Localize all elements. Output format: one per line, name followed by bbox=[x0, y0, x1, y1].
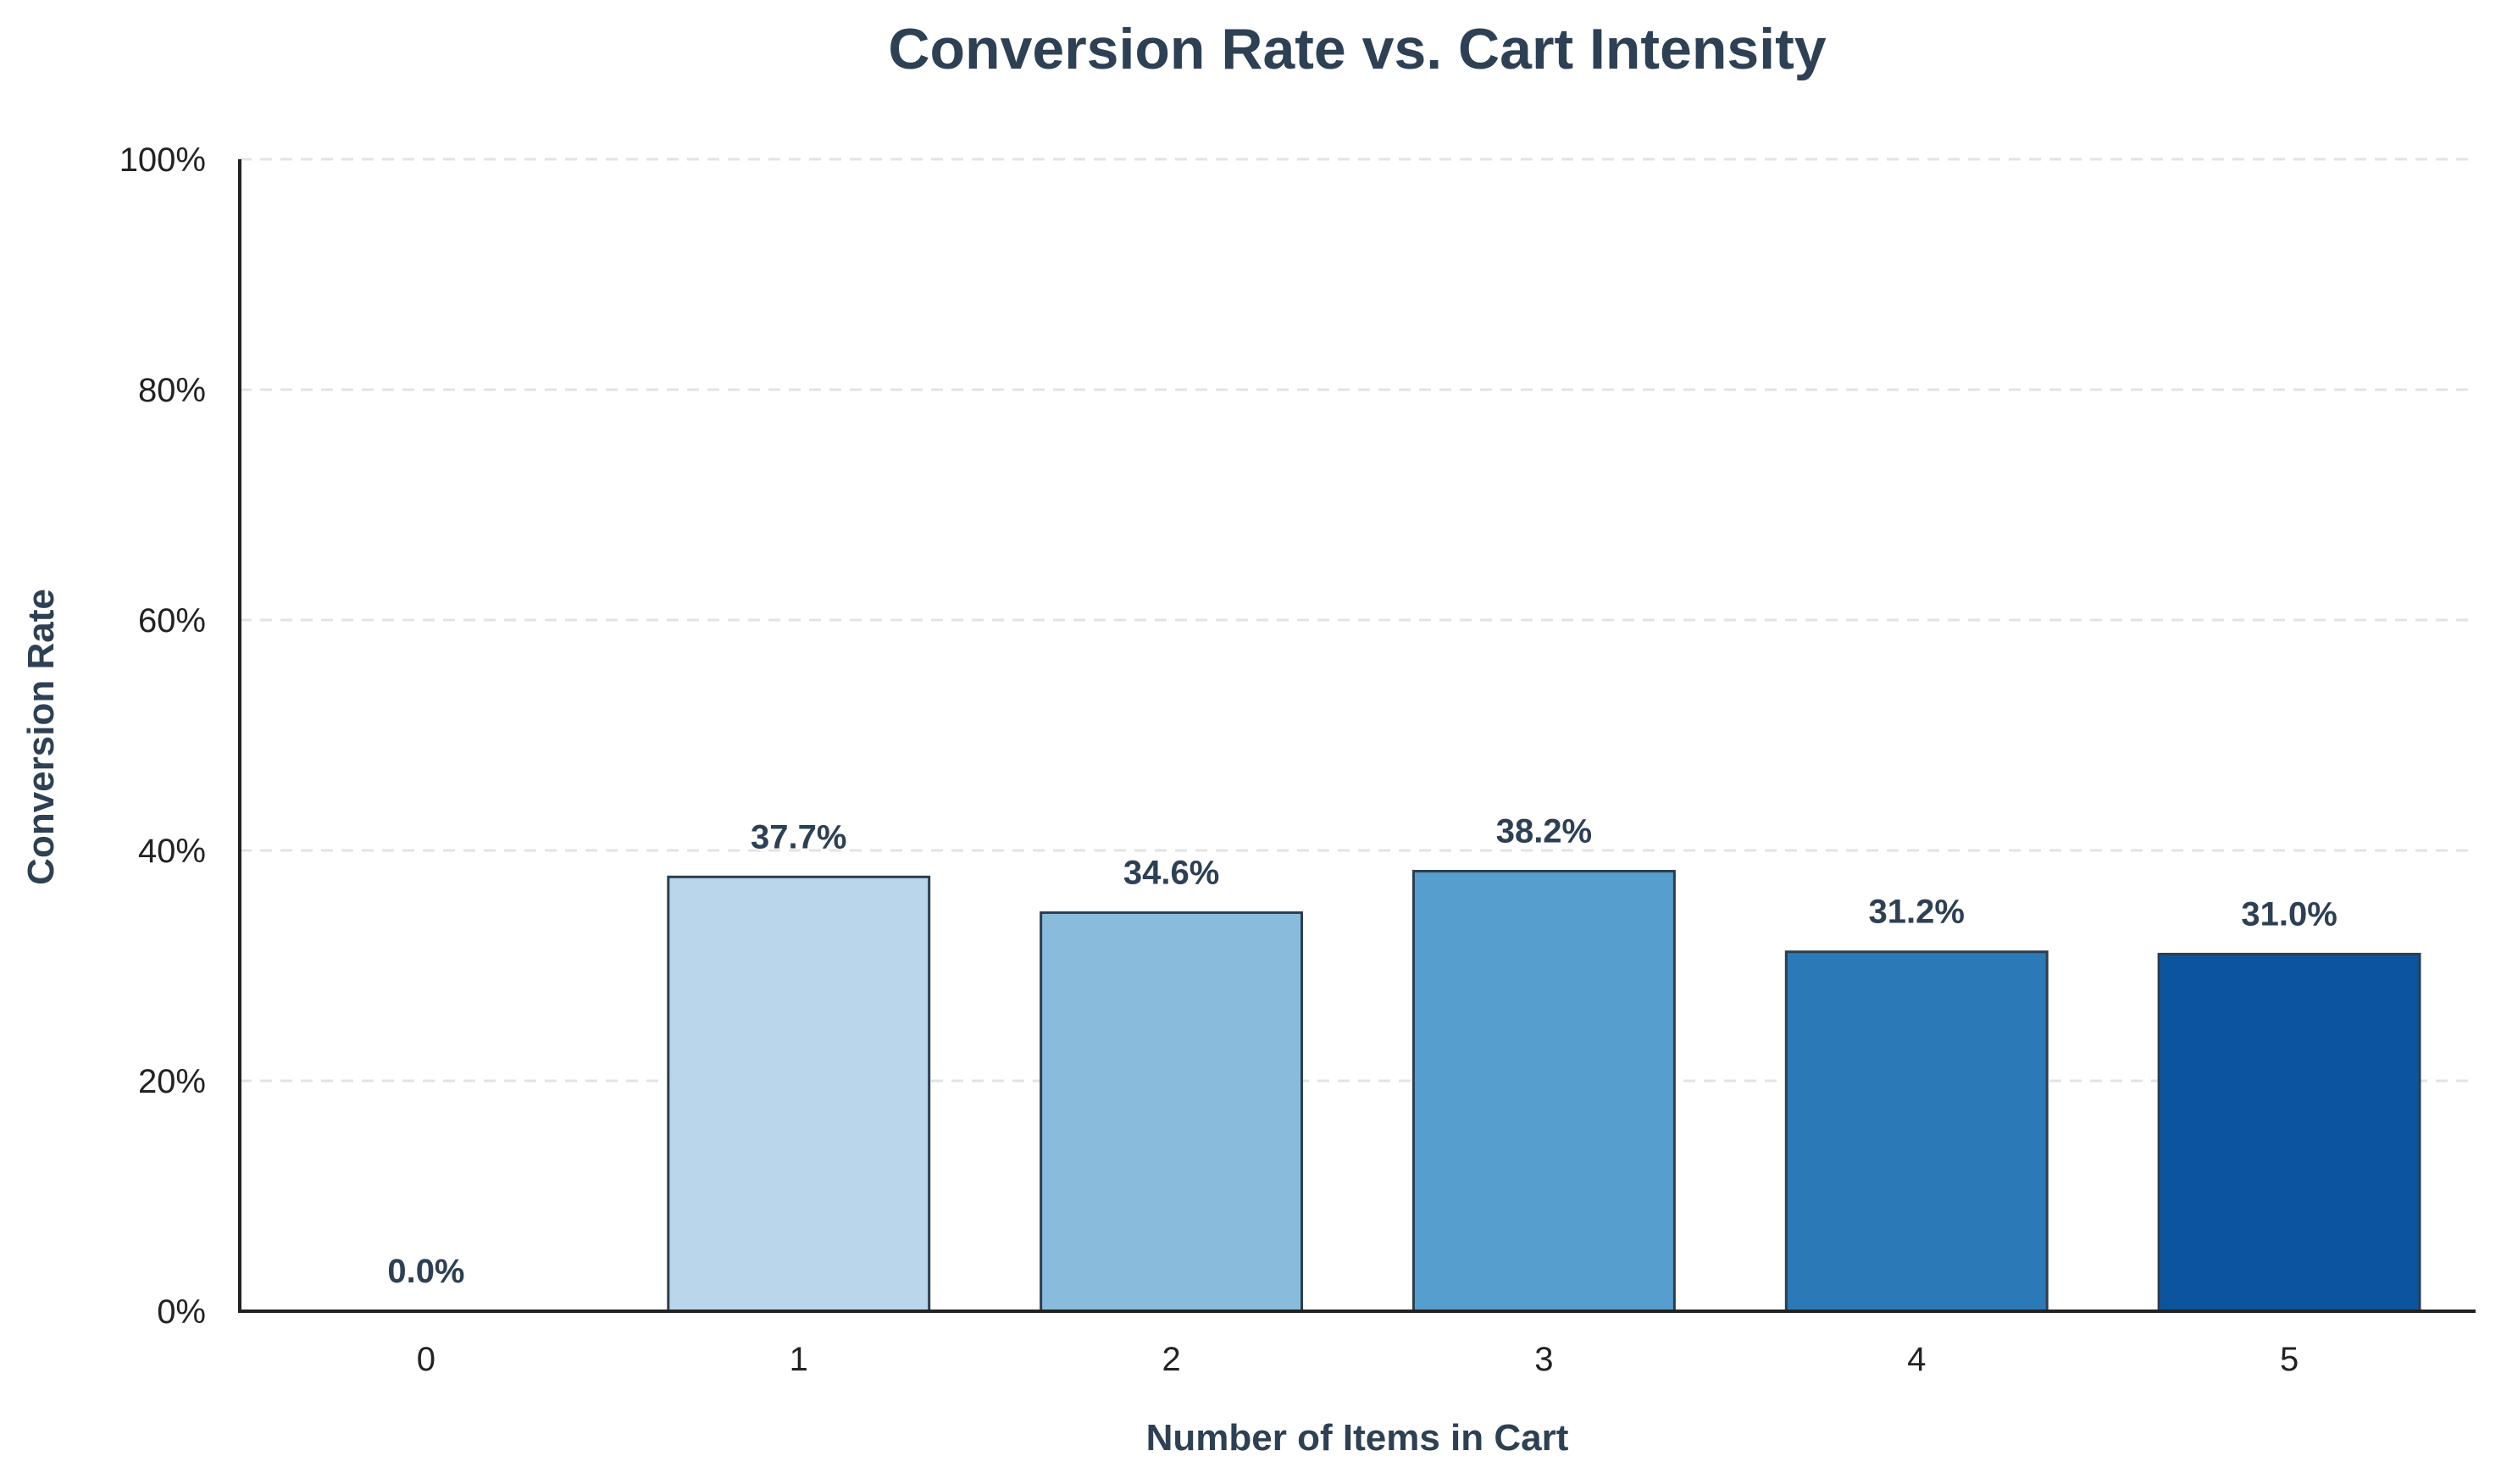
data-label-1: 37.7% bbox=[751, 818, 846, 856]
grid-lines bbox=[240, 158, 2476, 1083]
x-tick-label-2: 2 bbox=[1162, 1341, 1180, 1378]
bar-3 bbox=[1411, 869, 1676, 1313]
x-tick-label-1: 1 bbox=[790, 1341, 808, 1378]
chart-title: Conversion Rate vs. Cart Intensity bbox=[888, 17, 1826, 81]
data-label-5: 31.0% bbox=[2241, 895, 2337, 933]
x-tick-label-4: 4 bbox=[1907, 1341, 1926, 1378]
y-tick-label-4: 80% bbox=[138, 372, 206, 409]
x-tick-label-3: 3 bbox=[1534, 1341, 1553, 1378]
data-label-3: 38.2% bbox=[1496, 812, 1592, 850]
y-ticks: 0% 20% 40% 60% 80% 100% bbox=[119, 141, 206, 1331]
y-tick-label-3: 60% bbox=[138, 602, 206, 640]
data-label-2: 34.6% bbox=[1123, 854, 1219, 891]
axes bbox=[238, 159, 2476, 1313]
data-labels: 0.0% 37.7% 34.6% 38.2% 31.2% 31.0% bbox=[387, 812, 2337, 1290]
bar-4 bbox=[1784, 950, 2049, 1313]
y-tick-label-0: 0% bbox=[157, 1293, 206, 1331]
bar-5 bbox=[2157, 952, 2421, 1313]
bar-2 bbox=[1040, 911, 1304, 1313]
y-tick-label-2: 40% bbox=[138, 833, 206, 870]
data-label-0: 0.0% bbox=[387, 1253, 464, 1290]
y-tick-label-1: 20% bbox=[138, 1063, 206, 1100]
x-axis-label: Number of Items in Cart bbox=[1146, 1417, 1569, 1459]
y-axis-label: Conversion Rate bbox=[20, 589, 62, 885]
x-ticks: 0 1 2 3 4 5 bbox=[417, 1341, 2299, 1378]
data-label-4: 31.2% bbox=[1869, 894, 1965, 931]
bars bbox=[667, 869, 2421, 1313]
bar-1 bbox=[667, 875, 931, 1313]
x-tick-label-5: 5 bbox=[2280, 1341, 2299, 1378]
y-tick-label-5: 100% bbox=[119, 141, 206, 179]
x-tick-label-0: 0 bbox=[417, 1341, 435, 1378]
